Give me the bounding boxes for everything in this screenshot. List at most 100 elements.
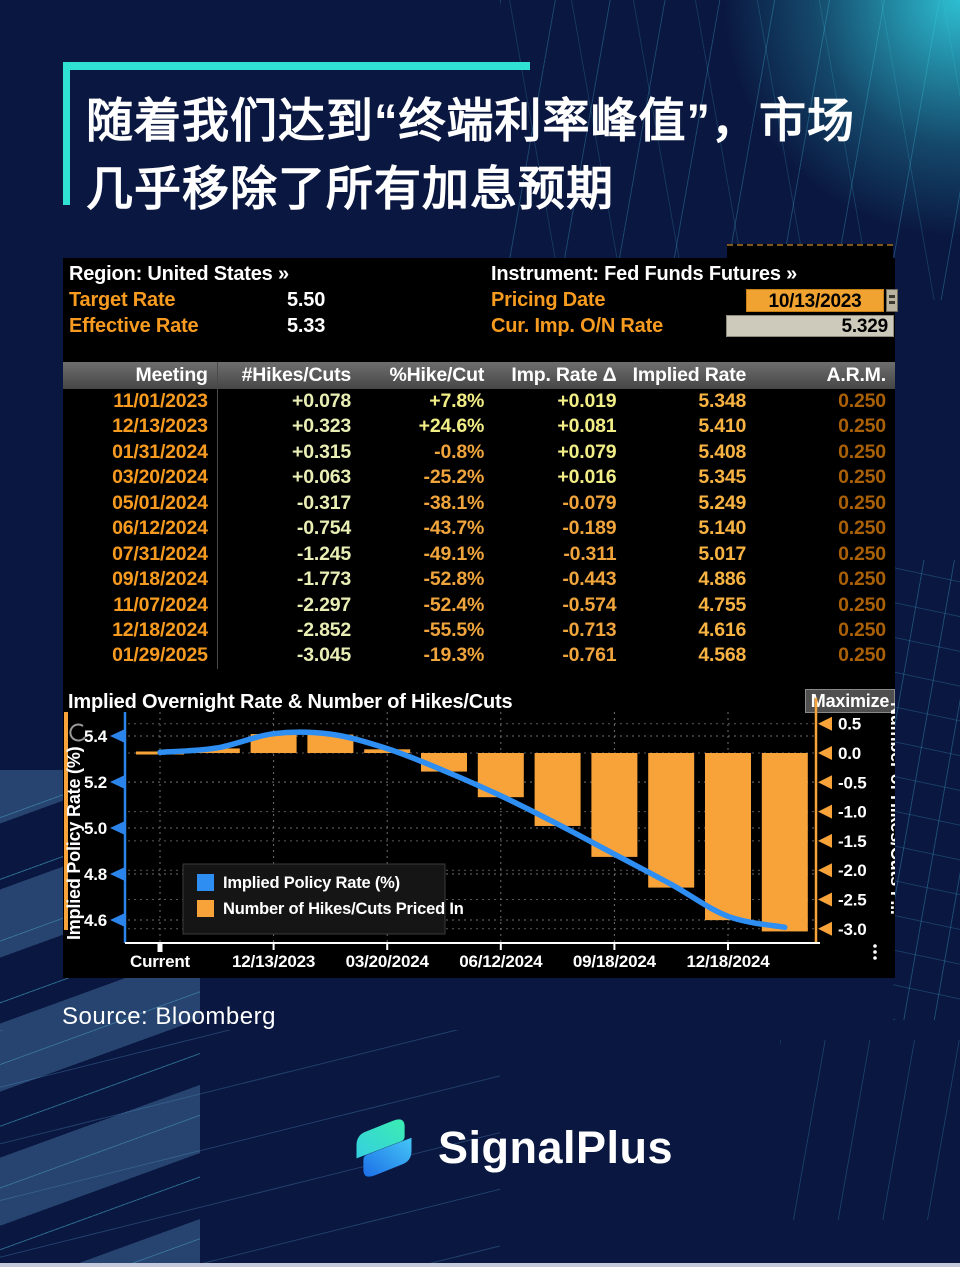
svg-text:-0.5: -0.5: [838, 773, 867, 792]
source-credit: Source: Bloomberg: [62, 1003, 276, 1030]
svg-text:5.0: 5.0: [84, 819, 107, 838]
table-cell: +0.323: [292, 415, 352, 438]
table-cell: 0.250: [838, 593, 886, 616]
table-cell: 5.345: [698, 466, 747, 489]
x-tick-label: 03/20/2024: [346, 952, 430, 971]
table-row[interactable]: 01/29/2025 -3.045 -19.3% -0.761 4.568 0.250: [63, 643, 895, 669]
table-row[interactable]: 11/07/2024 -2.297 -52.4% -0.574 4.755 0.250: [63, 592, 895, 618]
table-row[interactable]: 09/18/2024 -1.773 -52.8% -0.443 4.886 0.250: [63, 567, 895, 593]
table-cell: +24.6%: [418, 415, 485, 438]
table-cell: 0.250: [838, 440, 886, 463]
cur-imp-rate-input[interactable]: 5.329: [726, 315, 894, 337]
table-cell: -25.2%: [423, 466, 485, 489]
table-cell: -1.773: [296, 568, 352, 591]
svg-text:5.2: 5.2: [84, 773, 107, 792]
x-tick-label: 06/12/2024: [459, 952, 543, 971]
table-cell: -0.713: [562, 618, 617, 641]
instrument-link[interactable]: Instrument: Fed Funds Futures »: [491, 263, 798, 285]
table-cell: 06/12/2024: [63, 516, 218, 542]
svg-text:-1.0: -1.0: [838, 803, 867, 822]
cropped-toolbar-strip: [727, 244, 893, 260]
page-title-line1: 随着我们达到“终端利率峰值”，市场: [86, 94, 855, 147]
signalplus-logo-icon: [340, 1115, 428, 1181]
hikes-cuts-bar: [307, 734, 354, 753]
hikes-cuts-bar: [648, 753, 695, 888]
table-cell: 5.348: [698, 390, 747, 412]
bottom-edge-strip: [0, 1263, 960, 1267]
table-row[interactable]: 03/20/2024 +0.063 -25.2% +0.016 5.345 0.250: [63, 465, 895, 491]
table-row[interactable]: 12/18/2024 -2.852 -55.5% -0.713 4.616 0.250: [63, 617, 895, 644]
table-cell: 0.250: [838, 491, 886, 514]
svg-text:-1.5: -1.5: [838, 832, 867, 851]
panel-edge-strip: [64, 712, 68, 930]
svg-text:5.4: 5.4: [84, 727, 108, 746]
table-cell: -2.297: [296, 593, 352, 616]
svg-text:0.5: 0.5: [838, 715, 861, 734]
x-tick-label: 12/13/2023: [232, 952, 315, 971]
brand-name: SignalPlus: [438, 1122, 674, 1173]
table-cell: -0.754: [296, 517, 352, 540]
target-rate-label: Target Rate: [69, 289, 176, 311]
svg-text:4.6: 4.6: [84, 911, 107, 930]
effective-rate-label: Effective Rate: [69, 315, 199, 337]
table-cell: +0.063: [292, 466, 352, 489]
table-cell: 09/18/2024: [63, 567, 218, 593]
table-cell: 5.410: [698, 415, 747, 438]
table-cell: 4.755: [698, 593, 747, 616]
table-cell: -1.245: [296, 542, 352, 565]
calendar-icon[interactable]: [886, 289, 898, 312]
table-cell: 4.568: [698, 644, 747, 667]
column-header: Meeting: [63, 362, 218, 389]
column-header: %Hike/Cut: [389, 364, 485, 386]
svg-text:4.8: 4.8: [84, 865, 107, 884]
rates-chart: 5.4 5.2 5.0 4.8 4.6 0.5 0.0 -0.5 -1.0 -1.5 -2.0 -2.…: [63, 688, 907, 978]
table-row[interactable]: 12/13/2023 +0.323 +24.6% +0.081 5.410 0.250: [63, 414, 895, 440]
pricing-date-input[interactable]: 10/13/2023: [746, 289, 884, 312]
table-row[interactable]: 01/31/2024 +0.315 -0.8% +0.079 5.408 0.250: [63, 439, 895, 466]
svg-text:-3.0: -3.0: [838, 920, 867, 939]
diagonal-lines-decoration: [893, 560, 960, 1020]
hikes-cuts-bar: [250, 734, 297, 753]
effective-rate-value: 5.33: [287, 315, 326, 337]
column-header: Implied Rate: [632, 364, 747, 386]
x-tick-label: Current: [130, 952, 191, 971]
table-cell: 0.250: [838, 466, 886, 489]
right-axis-title: Number of Hikes/Cuts P...: [887, 702, 895, 915]
table-row[interactable]: 06/12/2024 -0.754 -43.7% -0.189 5.140 0.250: [63, 516, 895, 542]
table-cell: -0.317: [296, 491, 352, 514]
table-cell: 0.250: [838, 415, 886, 438]
table-cell: 5.408: [698, 440, 747, 463]
table-cell: +0.079: [557, 440, 617, 463]
table-cell: -43.7%: [423, 517, 485, 540]
svg-text:-2.5: -2.5: [838, 891, 867, 910]
legend-label: Number of Hikes/Cuts Priced In: [223, 900, 464, 918]
meetings-table: Meeting #Hikes/Cuts %Hike/Cut Imp. Rate Δ Im…: [63, 362, 895, 669]
policy-rate-line: [157, 729, 788, 931]
region-link[interactable]: Region: United States »: [69, 263, 289, 285]
table-cell: 05/01/2024: [63, 490, 218, 517]
table-cell: -52.4%: [423, 593, 485, 616]
table-cell: +0.081: [557, 415, 617, 438]
table-cell: -0.443: [562, 568, 617, 591]
table-cell: 12/13/2023: [63, 414, 218, 440]
table-cell: -0.311: [563, 542, 617, 565]
table-row[interactable]: 05/01/2024 -0.317 -38.1% -0.079 5.249 0.250: [63, 490, 895, 517]
table-row[interactable]: 11/01/2023 +0.078 +7.8% +0.019 5.348 0.250: [63, 389, 895, 415]
table-cell: 0.250: [838, 517, 886, 540]
table-cell: 01/29/2025: [63, 643, 218, 669]
table-header-row: Meeting #Hikes/Cuts %Hike/Cut Imp. Rate Δ Im…: [63, 362, 895, 389]
table-cell: 01/31/2024: [63, 439, 218, 466]
table-cell: -0.761: [562, 644, 617, 667]
table-row[interactable]: 07/31/2024 -1.245 -49.1% -0.311 5.017 0.250: [63, 541, 895, 568]
table-cell: 0.250: [838, 618, 886, 641]
maximize-button[interactable]: Maximize: [805, 689, 895, 713]
target-rate-value: 5.50: [287, 289, 326, 311]
table-cell: 5.249: [698, 491, 747, 514]
table-cell: 0.250: [838, 390, 886, 412]
hikes-cuts-bar: [591, 753, 638, 857]
column-header: Imp. Rate Δ: [511, 364, 617, 386]
table-cell: -19.3%: [423, 644, 485, 667]
chart-title: Implied Overnight Rate & Number of Hikes…: [68, 691, 513, 713]
page-title-line2: 几乎移除了所有加息预期: [86, 162, 614, 215]
